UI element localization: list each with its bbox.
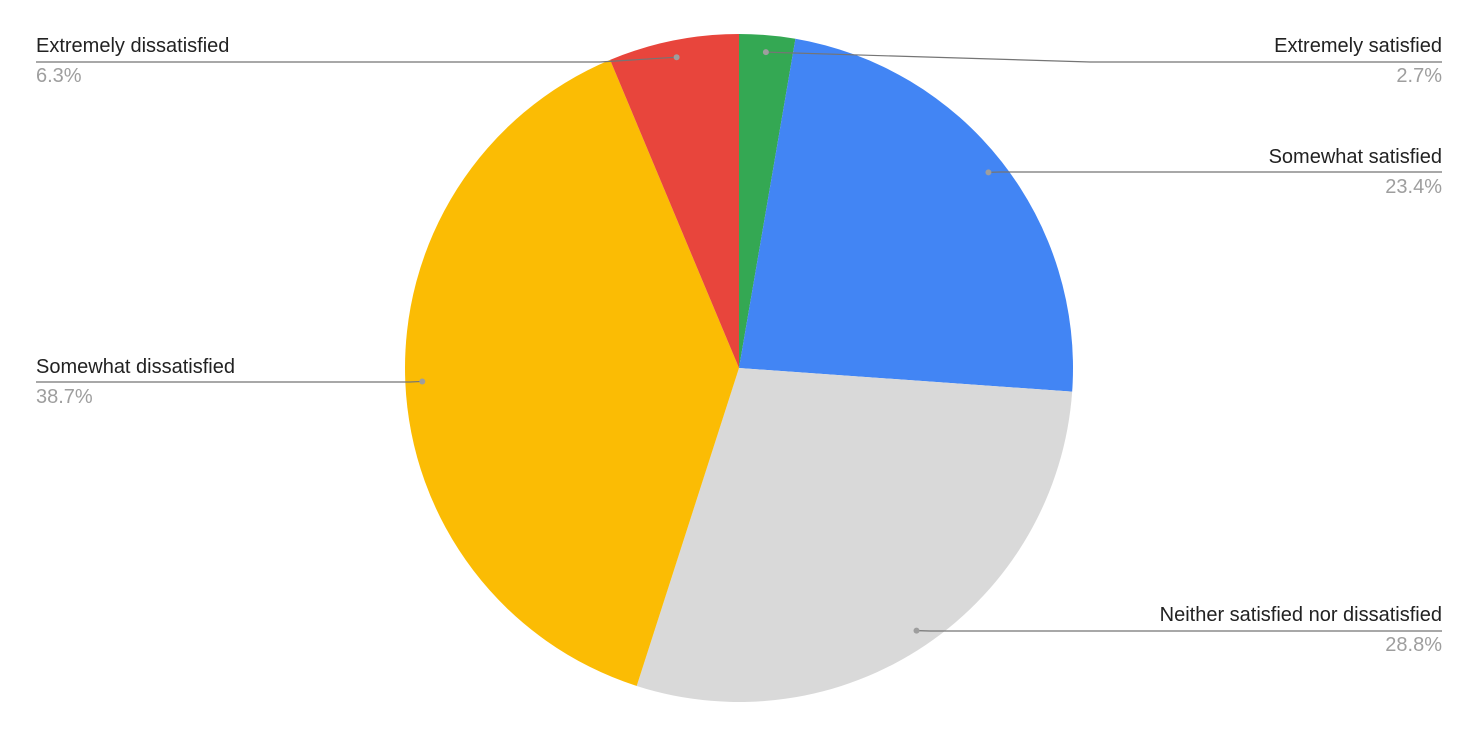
label-somewhat-dissatisfied: Somewhat dissatisfied 38.7% bbox=[36, 352, 235, 412]
pie-slice-extremely-dissatisfied bbox=[610, 34, 739, 368]
label-extremely-dissatisfied: Extremely dissatisfied 6.3% bbox=[36, 31, 229, 91]
pie-slice-somewhat-satisfied bbox=[739, 38, 1074, 392]
slice-label: Extremely satisfied bbox=[1274, 35, 1442, 57]
label-somewhat-satisfied: Somewhat satisfied 23.4% bbox=[1269, 142, 1442, 202]
label-extremely-satisfied: Extremely satisfied 2.7% bbox=[1274, 31, 1442, 91]
pie-slice-extremely-satisfied bbox=[739, 34, 796, 368]
callout-line bbox=[36, 56, 677, 63]
slice-label: Somewhat dissatisfied bbox=[36, 356, 235, 378]
callout-dot bbox=[419, 378, 426, 385]
slice-label: Extremely dissatisfied bbox=[36, 35, 230, 57]
slice-percent: 23.4% bbox=[1385, 176, 1442, 198]
slice-label: Somewhat satisfied bbox=[1268, 146, 1442, 168]
slice-percent: 28.8% bbox=[1385, 634, 1442, 656]
slice-label: Neither satisfied nor dissatisfied bbox=[1159, 604, 1442, 626]
pie-slice-neither-satisfied-nor-dissatisfied bbox=[636, 368, 1073, 703]
slice-percent: 6.3% bbox=[36, 65, 82, 87]
callout-dot bbox=[985, 169, 992, 176]
label-neither: Neither satisfied nor dissatisfied 28.8% bbox=[1160, 600, 1442, 660]
slice-percent: 2.7% bbox=[1396, 65, 1442, 87]
callout-dot bbox=[673, 54, 680, 61]
callout-dot bbox=[913, 627, 920, 634]
pie-slice-somewhat-dissatisfied bbox=[404, 59, 739, 686]
callout-dot bbox=[762, 49, 769, 56]
slice-percent: 38.7% bbox=[36, 386, 93, 408]
callout-line bbox=[36, 380, 423, 383]
callout-line bbox=[765, 51, 1442, 63]
